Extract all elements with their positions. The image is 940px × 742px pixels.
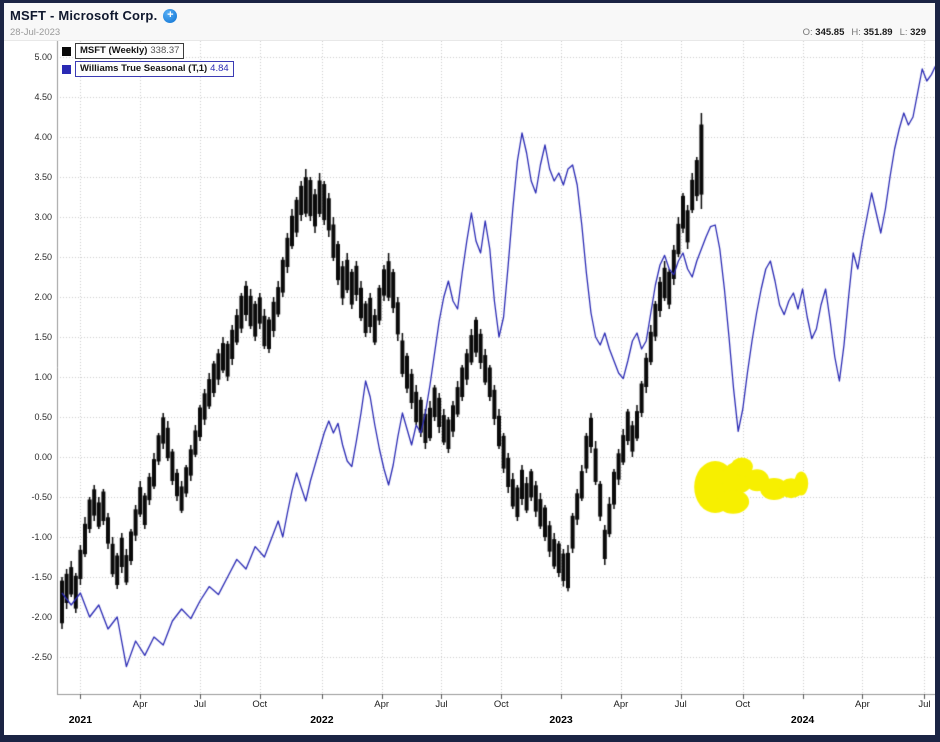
title-row: MSFT - Microsoft Corp. + — [4, 3, 935, 23]
y-axis-label: 0.00 — [34, 452, 52, 462]
x-axis-month-label: Jul — [435, 699, 448, 710]
chart-date: 28-Jul-2023 — [10, 27, 61, 38]
x-axis-month-label: Jul — [918, 699, 931, 710]
ohl-readout: O: 345.85 H: 351.89 L: 329 — [803, 27, 933, 38]
high-label: H: — [851, 27, 861, 38]
y-axis-label: 3.00 — [34, 212, 52, 222]
plus-icon[interactable]: + — [163, 8, 178, 23]
y-axis-label: 0.50 — [34, 412, 52, 422]
y-axis-label: -0.50 — [31, 492, 52, 502]
y-axis-label: 5.00 — [34, 52, 52, 62]
y-axis-label: 1.00 — [34, 372, 52, 382]
x-axis-year-label: 2024 — [790, 714, 815, 726]
legend-msft-label: MSFT (Weekly) — [80, 45, 148, 56]
legend-msft-box: MSFT (Weekly) 338.37 — [75, 43, 185, 59]
chart-header: MSFT - Microsoft Corp. + 28-Jul-2023 O: … — [4, 3, 935, 41]
x-axis-month-label: Jul — [674, 699, 687, 710]
x-axis-month-label: Apr — [613, 699, 629, 710]
seasonal-series-swatch-icon — [62, 64, 71, 74]
x-axis-year-label: 2022 — [310, 714, 334, 726]
low-value: 329 — [910, 27, 926, 38]
x-axis-month-label: Apr — [374, 699, 390, 710]
x-axis-month-label: Jul — [193, 699, 207, 710]
high-value: 351.89 — [863, 27, 893, 38]
y-axis-label: 4.50 — [34, 92, 52, 102]
x-axis-month-label: Oct — [252, 699, 268, 710]
y-axis-label: -2.50 — [31, 652, 52, 662]
low-label: L: — [899, 27, 908, 38]
x-axis-month-label: Oct — [493, 699, 509, 710]
legend-williams-box: Williams True Seasonal (T,1) 4.84 — [75, 61, 234, 77]
page-title: MSFT - Microsoft Corp. — [10, 8, 158, 23]
legend-msft-value: 338.37 — [150, 45, 180, 56]
y-axis-label: 1.50 — [34, 332, 52, 342]
y-axis-label: -1.50 — [31, 572, 52, 582]
legend-msft-series[interactable]: MSFT (Weekly) 338.37 — [62, 43, 185, 59]
y-axis-label: 2.50 — [34, 252, 52, 262]
legend-williams-label: Williams True Seasonal (T,1) — [80, 63, 208, 74]
msft-series-swatch-icon — [62, 46, 71, 56]
y-axis-label: 2.00 — [34, 292, 52, 302]
x-axis-month-label: Apr — [132, 699, 148, 710]
x-axis-month-label: Oct — [735, 699, 751, 710]
legend-williams-value: 4.84 — [210, 63, 229, 74]
chart-canvas[interactable] — [4, 41, 935, 735]
y-axis-label: -1.00 — [31, 532, 52, 542]
x-axis-month-label: Apr — [854, 699, 870, 710]
bottom-bar — [0, 735, 940, 742]
y-axis-label: 4.00 — [34, 132, 52, 142]
legend-williams-series[interactable]: Williams True Seasonal (T,1) 4.84 — [62, 61, 234, 77]
open-label: O: — [802, 27, 813, 38]
y-axis-label: 3.50 — [34, 172, 52, 182]
x-axis-year-label: 2021 — [68, 714, 93, 726]
y-axis-label: -2.00 — [31, 612, 52, 622]
x-axis-year-label: 2023 — [549, 714, 573, 726]
open-value: 345.85 — [815, 27, 845, 38]
chart-area: 5.00 4.50 4.00 3.50 3.00 2.50 2.00 1.50 1.00 0.50… — [4, 41, 935, 735]
